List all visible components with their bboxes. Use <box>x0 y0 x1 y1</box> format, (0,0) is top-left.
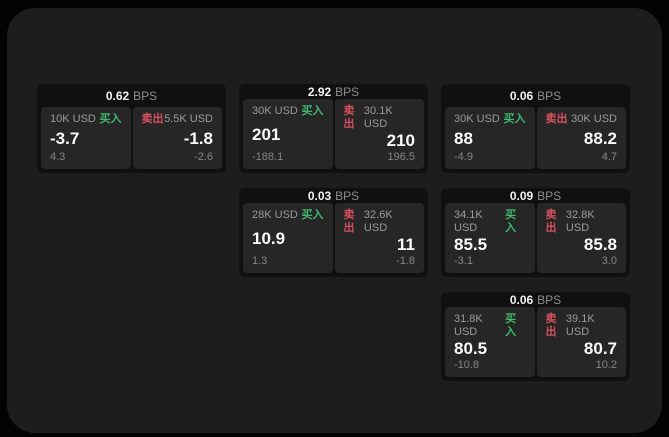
quote-card: 0.09 BPS 34.1K USD 买入 85.5 -3.1 卖出 32.8K… <box>441 188 630 277</box>
sell-panel[interactable]: 卖出 30K USD 88.2 4.7 <box>536 107 626 169</box>
panel-row: 30K USD 买入 201 -188.1 卖出 30.1K USD 210 1… <box>243 99 424 169</box>
buy-amount: 31.8K USD <box>454 313 483 338</box>
buy-amount: 28K USD <box>252 209 298 221</box>
buy-side-label: 买入 <box>503 113 526 125</box>
buy-panel[interactable]: 30K USD 买入 201 -188.1 <box>243 99 333 169</box>
quote-card: 0.03 BPS 28K USD 买入 10.9 1.3 卖出 32.6K US… <box>239 188 428 277</box>
bps-unit-label: BPS <box>537 88 562 103</box>
panel-row: 31.8K USD 买入 80.5 -10.8 卖出 39.1K USD 80.… <box>445 307 626 377</box>
sell-panel[interactable]: 卖出 39.1K USD 80.7 10.2 <box>536 307 626 377</box>
bps-header: 0.06 BPS <box>445 292 626 307</box>
quote-card: 0.62 BPS 10K USD 买入 -3.7 4.3 卖出 5.5K USD <box>37 84 226 173</box>
panel-row: 10K USD 买入 -3.7 4.3 卖出 5.5K USD -1.8 -2.… <box>41 107 222 169</box>
sell-sub-value: 4.7 <box>601 151 617 163</box>
buy-amount: 10K USD <box>50 113 96 125</box>
sell-sub-value: 196.5 <box>387 151 415 163</box>
sell-side-label: 卖出 <box>545 209 557 234</box>
buy-side-label: 买入 <box>301 105 324 117</box>
buy-sub-value: -188.1 <box>252 151 284 163</box>
sell-amount: 39.1K USD <box>565 313 595 338</box>
sell-price: -1.8 <box>183 128 213 148</box>
bps-header: 0.03 BPS <box>243 188 424 203</box>
sell-amount: 5.5K USD <box>164 113 213 125</box>
sell-price: 210 <box>386 131 415 150</box>
sell-side-label: 卖出 <box>545 113 568 125</box>
quote-card: 2.92 BPS 30K USD 买入 201 -188.1 卖出 30.1K … <box>239 84 428 173</box>
buy-price: -3.7 <box>50 128 80 148</box>
sell-sub-value: 10.2 <box>595 359 617 371</box>
quote-card: 0.06 BPS 30K USD 买入 88 -4.9 卖出 30K USD <box>441 84 630 173</box>
quote-card: 0.06 BPS 31.8K USD 买入 80.5 -10.8 卖出 39.1… <box>441 292 630 381</box>
buy-amount: 30K USD <box>252 105 298 117</box>
bps-unit-label: BPS <box>335 84 360 99</box>
buy-amount: 34.1K USD <box>454 209 483 234</box>
bps-unit-label: BPS <box>537 188 562 203</box>
bps-header: 0.62 BPS <box>41 84 222 107</box>
buy-panel[interactable]: 34.1K USD 买入 85.5 -3.1 <box>445 203 535 273</box>
sell-panel[interactable]: 卖出 30.1K USD 210 196.5 <box>334 99 424 169</box>
bps-unit-label: BPS <box>133 88 158 103</box>
bps-value: 0.06 <box>509 88 534 103</box>
sell-price: 88.2 <box>583 128 617 148</box>
sell-amount: 30.1K USD <box>363 105 393 130</box>
sell-side-label: 卖出 <box>343 209 355 234</box>
buy-sub-value: -3.1 <box>454 255 473 267</box>
bps-header: 0.06 BPS <box>445 84 626 107</box>
bps-value: 0.03 <box>307 188 332 203</box>
bps-value: 0.62 <box>105 88 130 103</box>
buy-price: 88 <box>454 128 473 148</box>
buy-side-label: 买入 <box>505 313 517 338</box>
bps-header: 0.09 BPS <box>445 188 626 203</box>
buy-price: 85.5 <box>454 235 488 254</box>
buy-amount: 30K USD <box>454 113 500 125</box>
buy-price: 80.5 <box>454 339 488 358</box>
bps-unit-label: BPS <box>537 292 562 307</box>
bps-unit-label: BPS <box>335 188 360 203</box>
sell-amount: 30K USD <box>571 113 617 125</box>
sell-amount: 32.6K USD <box>363 209 393 234</box>
sell-panel[interactable]: 卖出 5.5K USD -1.8 -2.6 <box>132 107 222 169</box>
sell-panel[interactable]: 卖出 32.8K USD 85.8 3.0 <box>536 203 626 273</box>
buy-panel[interactable]: 28K USD 买入 10.9 1.3 <box>243 203 333 273</box>
bps-header: 2.92 BPS <box>243 84 424 99</box>
buy-side-label: 买入 <box>505 209 517 234</box>
buy-sub-value: -4.9 <box>454 151 473 163</box>
sell-panel[interactable]: 卖出 32.6K USD 11 -1.8 <box>334 203 424 273</box>
panel-row: 34.1K USD 买入 85.5 -3.1 卖出 32.8K USD 85.8… <box>445 203 626 273</box>
buy-sub-value: -10.8 <box>454 359 480 371</box>
sell-price: 11 <box>397 235 415 254</box>
sell-sub-value: -1.8 <box>396 255 415 267</box>
buy-panel[interactable]: 30K USD 买入 88 -4.9 <box>445 107 535 169</box>
bps-value: 2.92 <box>307 84 332 99</box>
sell-price: 85.8 <box>583 235 617 254</box>
sell-side-label: 卖出 <box>545 313 557 338</box>
panel-row: 30K USD 买入 88 -4.9 卖出 30K USD 88.2 4.7 <box>445 107 626 169</box>
sell-sub-value: 3.0 <box>601 255 617 267</box>
sell-amount: 32.8K USD <box>565 209 595 234</box>
sell-sub-value: -2.6 <box>194 151 213 163</box>
app-window: 0.62 BPS 10K USD 买入 -3.7 4.3 卖出 5.5K USD <box>7 8 662 433</box>
buy-sub-value: 1.3 <box>252 255 268 267</box>
buy-price: 201 <box>252 124 281 144</box>
buy-sub-value: 4.3 <box>50 151 66 163</box>
buy-side-label: 买入 <box>99 113 122 125</box>
bps-value: 0.09 <box>509 188 534 203</box>
panel-row: 28K USD 买入 10.9 1.3 卖出 32.6K USD 11 -1.8 <box>243 203 424 273</box>
bps-value: 0.06 <box>509 292 534 307</box>
buy-panel[interactable]: 10K USD 买入 -3.7 4.3 <box>41 107 131 169</box>
buy-price: 10.9 <box>252 228 286 248</box>
quote-card-grid: 0.62 BPS 10K USD 买入 -3.7 4.3 卖出 5.5K USD <box>37 84 630 381</box>
sell-side-label: 卖出 <box>141 113 164 125</box>
sell-price: 80.7 <box>583 339 617 358</box>
sell-side-label: 卖出 <box>343 105 355 130</box>
buy-panel[interactable]: 31.8K USD 买入 80.5 -10.8 <box>445 307 535 377</box>
buy-side-label: 买入 <box>301 209 324 221</box>
